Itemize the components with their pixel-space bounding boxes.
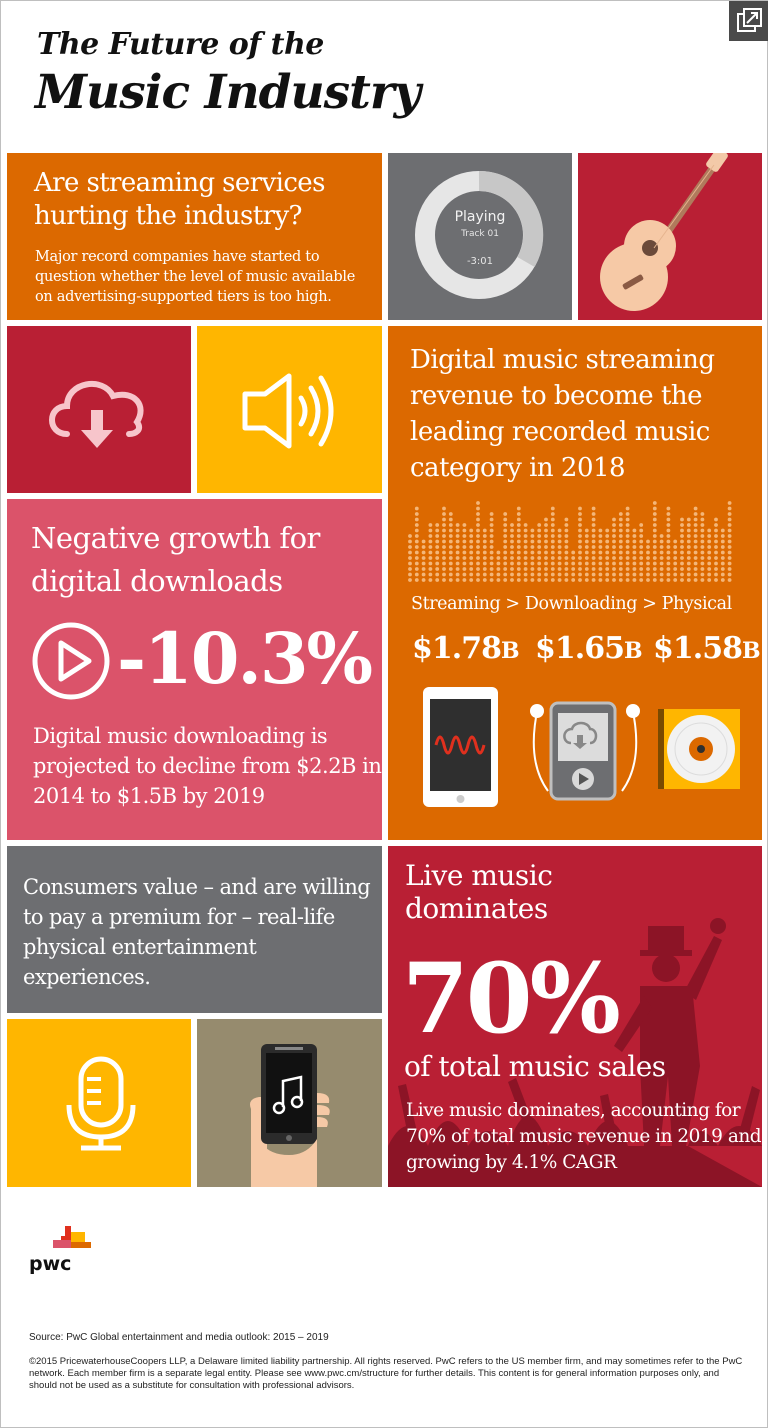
consumers-tile: Consumers value – and are willing to pay… — [7, 846, 382, 1013]
digital-streaming-title: Digital music streaming revenue to becom… — [410, 345, 715, 483]
phone-waveform-icon — [423, 687, 498, 807]
pwc-wordmark: pwc — [29, 1253, 72, 1275]
copyright-note: ©2015 PricewaterhouseCoopers LLP, a Dela… — [29, 1356, 743, 1391]
streaming-question-title: Are streaming services hurting the indus… — [34, 168, 325, 231]
physical-value: $1.58B — [653, 631, 761, 666]
media-player-icon — [530, 701, 640, 801]
guitar-tile — [578, 153, 762, 320]
streaming-value: $1.78B — [412, 631, 520, 666]
pwc-logo — [53, 1226, 91, 1248]
player-tile: Playing Track 01 -3:01 — [388, 153, 572, 320]
cloud-download-icon — [49, 380, 144, 448]
equalizer-graphic — [408, 501, 732, 582]
streaming-question-tile: Are streaming services hurting the indus… — [7, 153, 382, 320]
cloud-download-tile — [7, 326, 191, 493]
revenue-comparison: Streaming > Downloading > Physical — [411, 594, 732, 614]
speaker-icon — [242, 373, 334, 449]
play-icon — [32, 622, 110, 700]
phone-music-tile — [197, 1019, 382, 1187]
live-music-percent: 70% — [402, 942, 621, 1055]
live-music-title: Live music dominates — [405, 859, 553, 925]
microphone-tile — [7, 1019, 191, 1187]
downloading-value: $1.65B — [535, 631, 643, 666]
live-music-tile: Live music dominates 70% of total music … — [388, 846, 762, 1187]
digital-streaming-tile: Digital music streaming revenue to becom… — [388, 326, 762, 840]
title-line-1: The Future of the — [37, 27, 324, 62]
player-track: Track 01 — [461, 229, 499, 239]
live-music-subtitle: of total music sales — [404, 1050, 666, 1083]
speaker-tile — [197, 326, 382, 493]
player-time: -3:01 — [466, 256, 494, 267]
negative-growth-tile: Negative growth for digital downloads -1… — [7, 499, 382, 840]
player-status: Playing — [454, 209, 506, 225]
negative-growth-title: Negative growth for digital downloads — [31, 521, 320, 598]
title-line-2: Music Industry — [35, 65, 421, 120]
live-music-text: Live music dominates, accounting for 70%… — [406, 1100, 762, 1173]
phone-music-note-icon — [250, 1044, 330, 1187]
negative-growth-percent: -10.3% — [117, 617, 373, 700]
streaming-question-text: Major record companies have started to q… — [35, 249, 356, 305]
player-ring-icon — [415, 170, 544, 299]
singer-silhouette-icon — [388, 918, 762, 1187]
guitar-icon — [600, 153, 728, 311]
source-note: Source: PwC Global entertainment and med… — [29, 1332, 329, 1343]
microphone-icon — [66, 1056, 136, 1151]
consumers-text: Consumers value – and are willing to pay… — [23, 875, 371, 989]
device-icons — [423, 687, 740, 807]
expand-icon[interactable] — [729, 1, 768, 41]
vinyl-record-icon — [658, 709, 740, 789]
negative-growth-text: Digital music downloading is projected t… — [33, 724, 382, 808]
